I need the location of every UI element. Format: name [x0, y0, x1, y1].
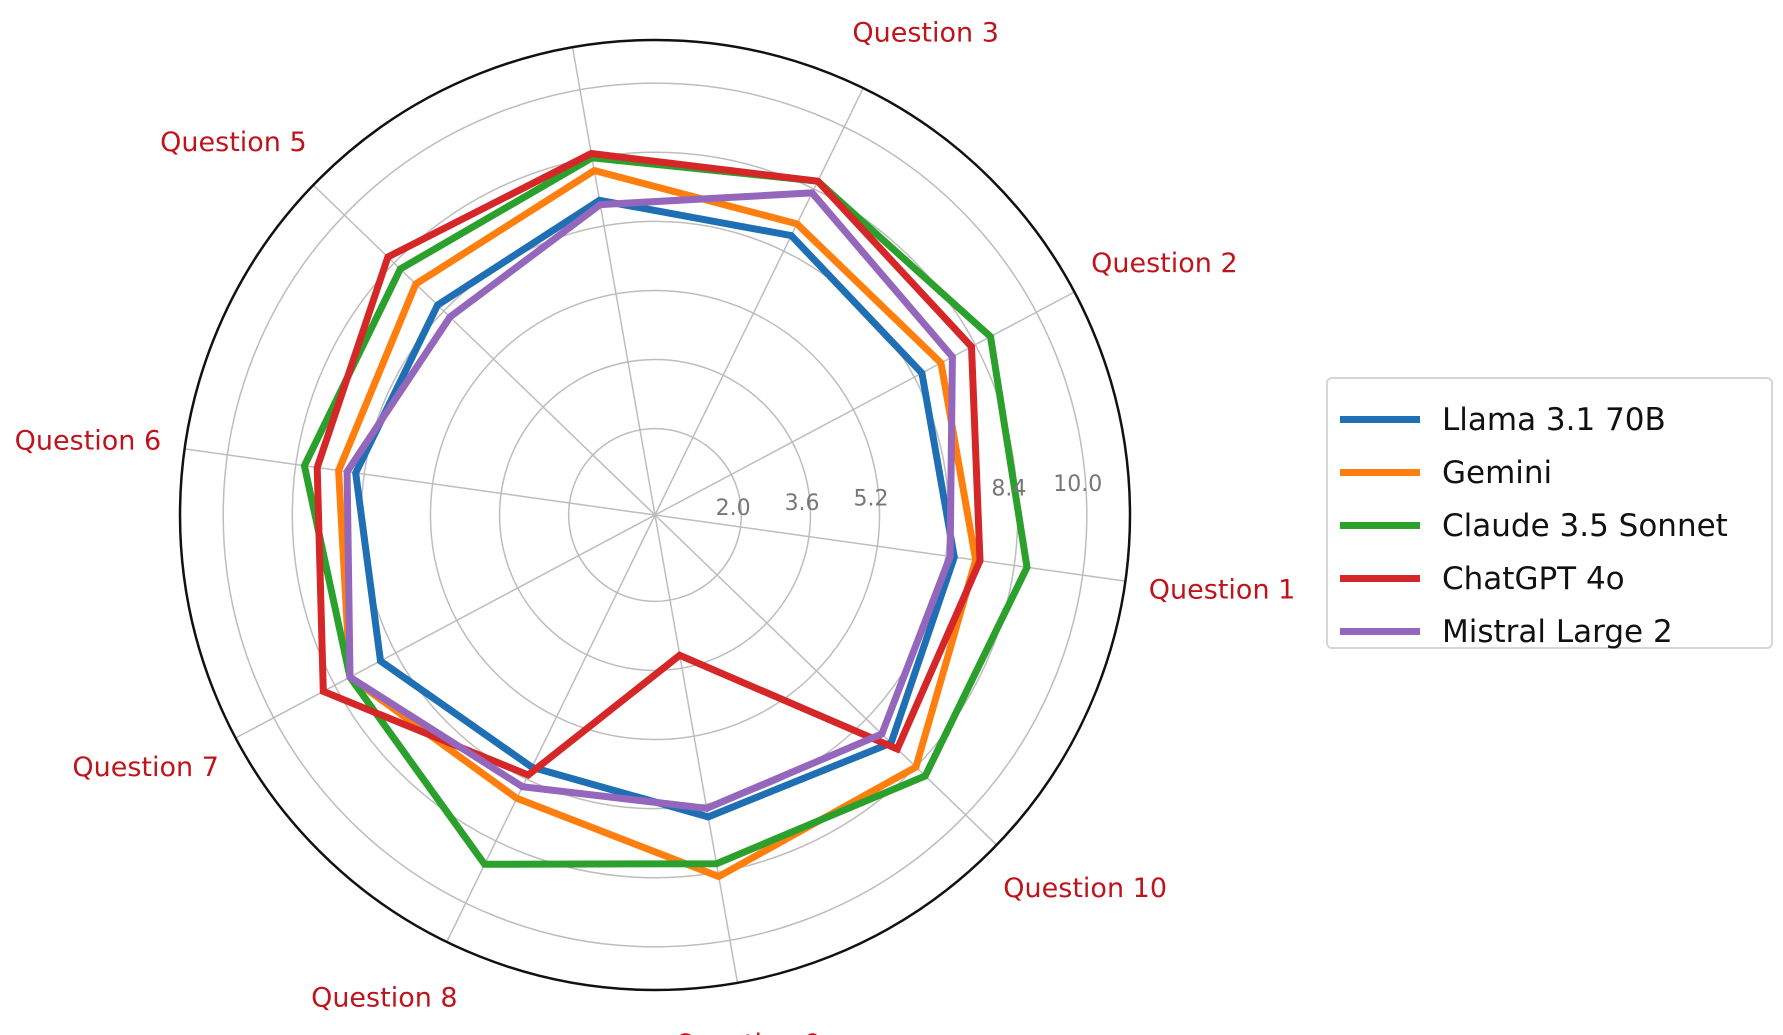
category-label: Question 8: [311, 983, 458, 1014]
grid-spoke: [654, 514, 1126, 582]
legend-label: Llama 3.1 70B: [1442, 401, 1666, 438]
category-label: Question 5: [160, 127, 307, 158]
tick-label: 10.0: [1053, 472, 1102, 497]
legend-swatch: [1340, 416, 1420, 423]
grid-spoke: [654, 87, 864, 516]
radar-series: [300, 149, 1031, 881]
category-label: Question 1: [1149, 575, 1296, 606]
category-label: Question 7: [72, 752, 219, 783]
tick-label: 5.2: [853, 486, 888, 511]
series-line: [300, 154, 1031, 868]
grid-spoke: [654, 514, 998, 846]
legend-swatch: [1340, 522, 1420, 529]
category-label: Question 10: [1003, 873, 1167, 904]
legend-label: Gemini: [1442, 454, 1553, 491]
series-line: [343, 189, 956, 812]
outer-frame: [178, 38, 1132, 992]
radar-labels: 2.0 3.6 5.2 8.4 10.0 Question 1 Question 2 Ques…: [15, 0, 1296, 1035]
grid-spoke: [312, 184, 656, 516]
legend-item: ChatGPT 4o: [1336, 552, 1771, 605]
legend-swatch: [1340, 575, 1420, 582]
legend-swatch: [1340, 628, 1420, 635]
grid-spoke: [654, 514, 739, 983]
grid-spoke: [235, 514, 656, 739]
grid-spoke: [184, 448, 656, 516]
radar-chart: 2.0 3.6 5.2 8.4 10.0 Question 1 Question 2 Ques…: [15, 0, 1296, 1035]
grid-ring: [429, 289, 881, 741]
series-line: [335, 166, 980, 881]
legend-label: ChatGPT 4o: [1442, 560, 1625, 597]
series-line: [352, 196, 958, 821]
tick-label: 3.6: [785, 491, 820, 516]
legend-swatch: [1340, 469, 1420, 476]
legend-item: Llama 3.1 70B: [1336, 393, 1771, 446]
tick-label: 8.4: [991, 477, 1026, 502]
grid-spoke: [446, 514, 656, 943]
legend-label: Mistral Large 2: [1442, 613, 1673, 650]
series-line: [313, 149, 984, 780]
category-label: Question 6: [15, 425, 162, 456]
category-label: Question 9: [675, 1029, 822, 1035]
category-label: Question 4: [489, 0, 636, 2]
grid-spoke: [654, 291, 1075, 516]
grid-spoke: [571, 47, 656, 516]
grid-ring: [567, 427, 743, 603]
category-label: Question 3: [852, 17, 999, 48]
grid-ring: [222, 82, 1088, 948]
legend-item: Gemini: [1336, 446, 1771, 499]
chart-legend: Llama 3.1 70B Gemini Claude 3.5 Sonnet C…: [1326, 377, 1773, 650]
radar-grid: [178, 38, 1132, 992]
legend-item: Claude 3.5 Sonnet: [1336, 499, 1771, 552]
legend-label: Claude 3.5 Sonnet: [1442, 507, 1728, 544]
category-label: Question 2: [1091, 248, 1238, 279]
tick-label: 2.0: [716, 496, 751, 521]
legend-item: Mistral Large 2: [1336, 605, 1771, 658]
